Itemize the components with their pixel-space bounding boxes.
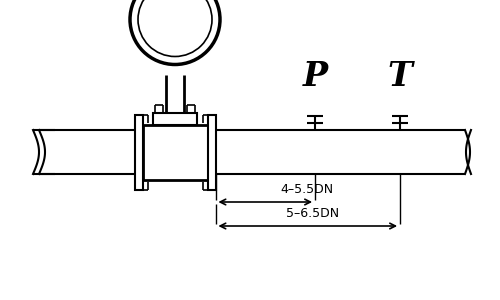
Text: P: P — [302, 59, 328, 92]
Bar — [134, 115, 142, 190]
Bar — [142, 124, 208, 179]
Circle shape — [130, 0, 220, 64]
Text: 5–6.5DN: 5–6.5DN — [286, 207, 340, 220]
Text: 4–5.5DN: 4–5.5DN — [280, 183, 334, 196]
Bar — [153, 112, 197, 124]
Text: T: T — [388, 59, 412, 92]
Bar — [208, 115, 216, 190]
